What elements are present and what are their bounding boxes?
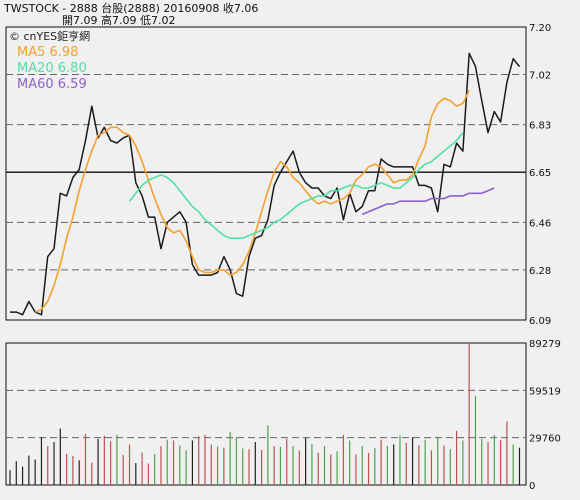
price-tick-label: 6.46 <box>529 218 551 229</box>
price-grid <box>6 74 526 271</box>
legend-ma5: MA5 6.98 <box>17 45 78 60</box>
volume-y-axis: 89279 59519 29760 0 <box>529 339 561 492</box>
volume-bars <box>9 343 521 485</box>
series-line-ma5 <box>34 90 470 313</box>
volume-grid <box>6 389 526 439</box>
watermark-label: © cnYES鉅亨網 <box>9 29 90 43</box>
price-lines <box>10 52 521 316</box>
price-tick-label: 7.02 <box>529 71 551 82</box>
price-tick-label: 6.28 <box>529 266 551 277</box>
volume-tick-label: 29760 <box>529 434 561 445</box>
series-line-price <box>10 52 521 316</box>
series-line-ma60 <box>361 187 495 216</box>
price-tick-label: 7.20 <box>529 23 551 34</box>
price-tick-label: 6.83 <box>529 121 551 132</box>
legend-ma60: MA60 6.59 <box>17 77 87 92</box>
volume-tick-label: 59519 <box>529 386 561 397</box>
header-line-1: TWSTOCK - 2888 台股(2888) 20160908 收7.06 <box>3 1 258 15</box>
legend-ma20: MA20 6.80 <box>17 61 87 76</box>
volume-panel <box>5 342 527 486</box>
price-tick-label: 6.09 <box>529 316 551 327</box>
price-panel <box>5 26 527 321</box>
series-line-ma20 <box>128 132 464 239</box>
price-tick-label: 6.65 <box>529 168 551 179</box>
header-line-2: 開7.09 高7.09 低7.02 <box>62 13 175 27</box>
volume-tick-label: 89279 <box>529 339 561 350</box>
volume-tick-label: 0 <box>529 481 535 492</box>
price-y-axis: 7.20 7.02 6.83 6.65 6.46 6.28 6.09 <box>529 23 551 327</box>
